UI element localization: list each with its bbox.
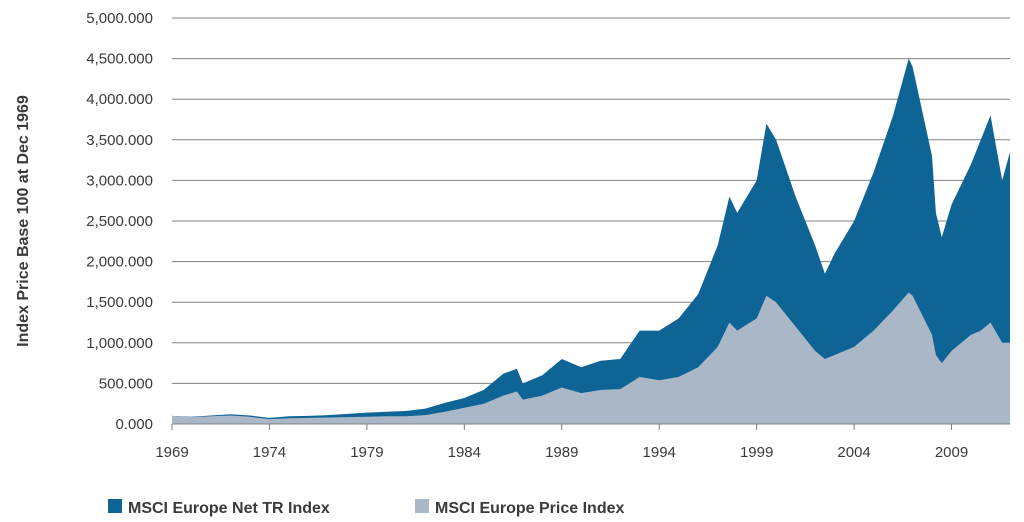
gridlines bbox=[172, 17, 1010, 384]
y-tick-label: 3,000.000 bbox=[86, 172, 153, 189]
y-tick-label: 500.000 bbox=[99, 375, 153, 392]
y-tick-label: 1,500.000 bbox=[86, 294, 153, 311]
x-tick-label: 1979 bbox=[350, 444, 383, 461]
x-tick-label: 2009 bbox=[935, 444, 968, 461]
x-tick-label: 1969 bbox=[155, 444, 188, 461]
legend-swatch bbox=[415, 499, 429, 513]
x-tick-label: 1974 bbox=[253, 444, 286, 461]
y-tick-label: 2,000.000 bbox=[86, 254, 153, 271]
legend-swatch bbox=[108, 499, 122, 513]
series-area-net-tr bbox=[172, 58, 1010, 424]
legend-label: MSCI Europe Price Index bbox=[435, 500, 624, 517]
y-axis-ticks: 0.000 500.000 1,000.000 1,500.000 2,000.000 2… bbox=[86, 10, 153, 433]
y-tick-label: 3,500.000 bbox=[86, 132, 153, 149]
y-tick-label: 5,000.000 bbox=[86, 10, 153, 27]
legend: MSCI Europe Net TR Index MSCI Europe Pric… bbox=[108, 499, 624, 517]
x-tick-label: 1999 bbox=[740, 444, 773, 461]
x-axis-ticks: 1969 1974 1979 1984 1989 1994 1999 2004 2009 bbox=[155, 424, 968, 461]
legend-label: MSCI Europe Net TR Index bbox=[128, 500, 330, 517]
y-tick-label: 4,500.000 bbox=[86, 51, 153, 68]
x-tick-label: 2004 bbox=[837, 444, 870, 461]
y-axis-title: Index Price Base 100 at Dec 1969 bbox=[15, 95, 32, 347]
plot-areas bbox=[172, 58, 1010, 424]
x-tick-label: 1984 bbox=[448, 444, 481, 461]
y-tick-label: 4,000.000 bbox=[86, 91, 153, 108]
x-tick-label: 1989 bbox=[545, 444, 578, 461]
y-tick-label: 0.000 bbox=[115, 416, 153, 433]
x-tick-label: 1994 bbox=[643, 444, 676, 461]
y-tick-label: 1,000.000 bbox=[86, 335, 153, 352]
series-area-price bbox=[172, 292, 1010, 424]
y-tick-label: 2,500.000 bbox=[86, 213, 153, 230]
